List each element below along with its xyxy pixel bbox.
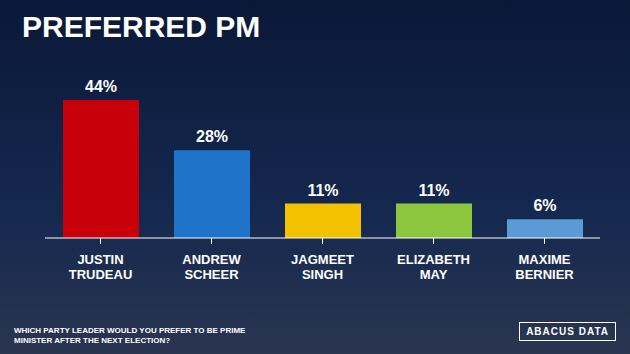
svg-text:ANDREWSCHEER: ANDREWSCHEER — [182, 252, 241, 282]
html-text:PREFERRED PM: PREFERRED PM — [22, 10, 261, 43]
svg-text:6%: 6% — [533, 197, 556, 214]
svg-text:44%: 44% — [85, 78, 117, 95]
svg-text:JUSTINTRUDEAU: JUSTINTRUDEAU — [69, 252, 133, 282]
svg-text:11%: 11% — [418, 182, 449, 199]
svg-text:MAXIMEBERNIER: MAXIMEBERNIER — [515, 252, 574, 282]
html-text:WHICH PARTY LEADER WOULD YOU P: WHICH PARTY LEADER WOULD YOU PREFER TO B… — [14, 326, 246, 345]
svg-text:ELIZABETHMAY: ELIZABETHMAY — [397, 252, 470, 282]
svg-text:28%: 28% — [196, 128, 228, 145]
html-text:ABACUS DATA: ABACUS DATA — [526, 326, 609, 337]
svg-text:JAGMEETSINGH: JAGMEETSINGH — [291, 252, 354, 282]
svg-text:11%: 11% — [307, 182, 338, 199]
